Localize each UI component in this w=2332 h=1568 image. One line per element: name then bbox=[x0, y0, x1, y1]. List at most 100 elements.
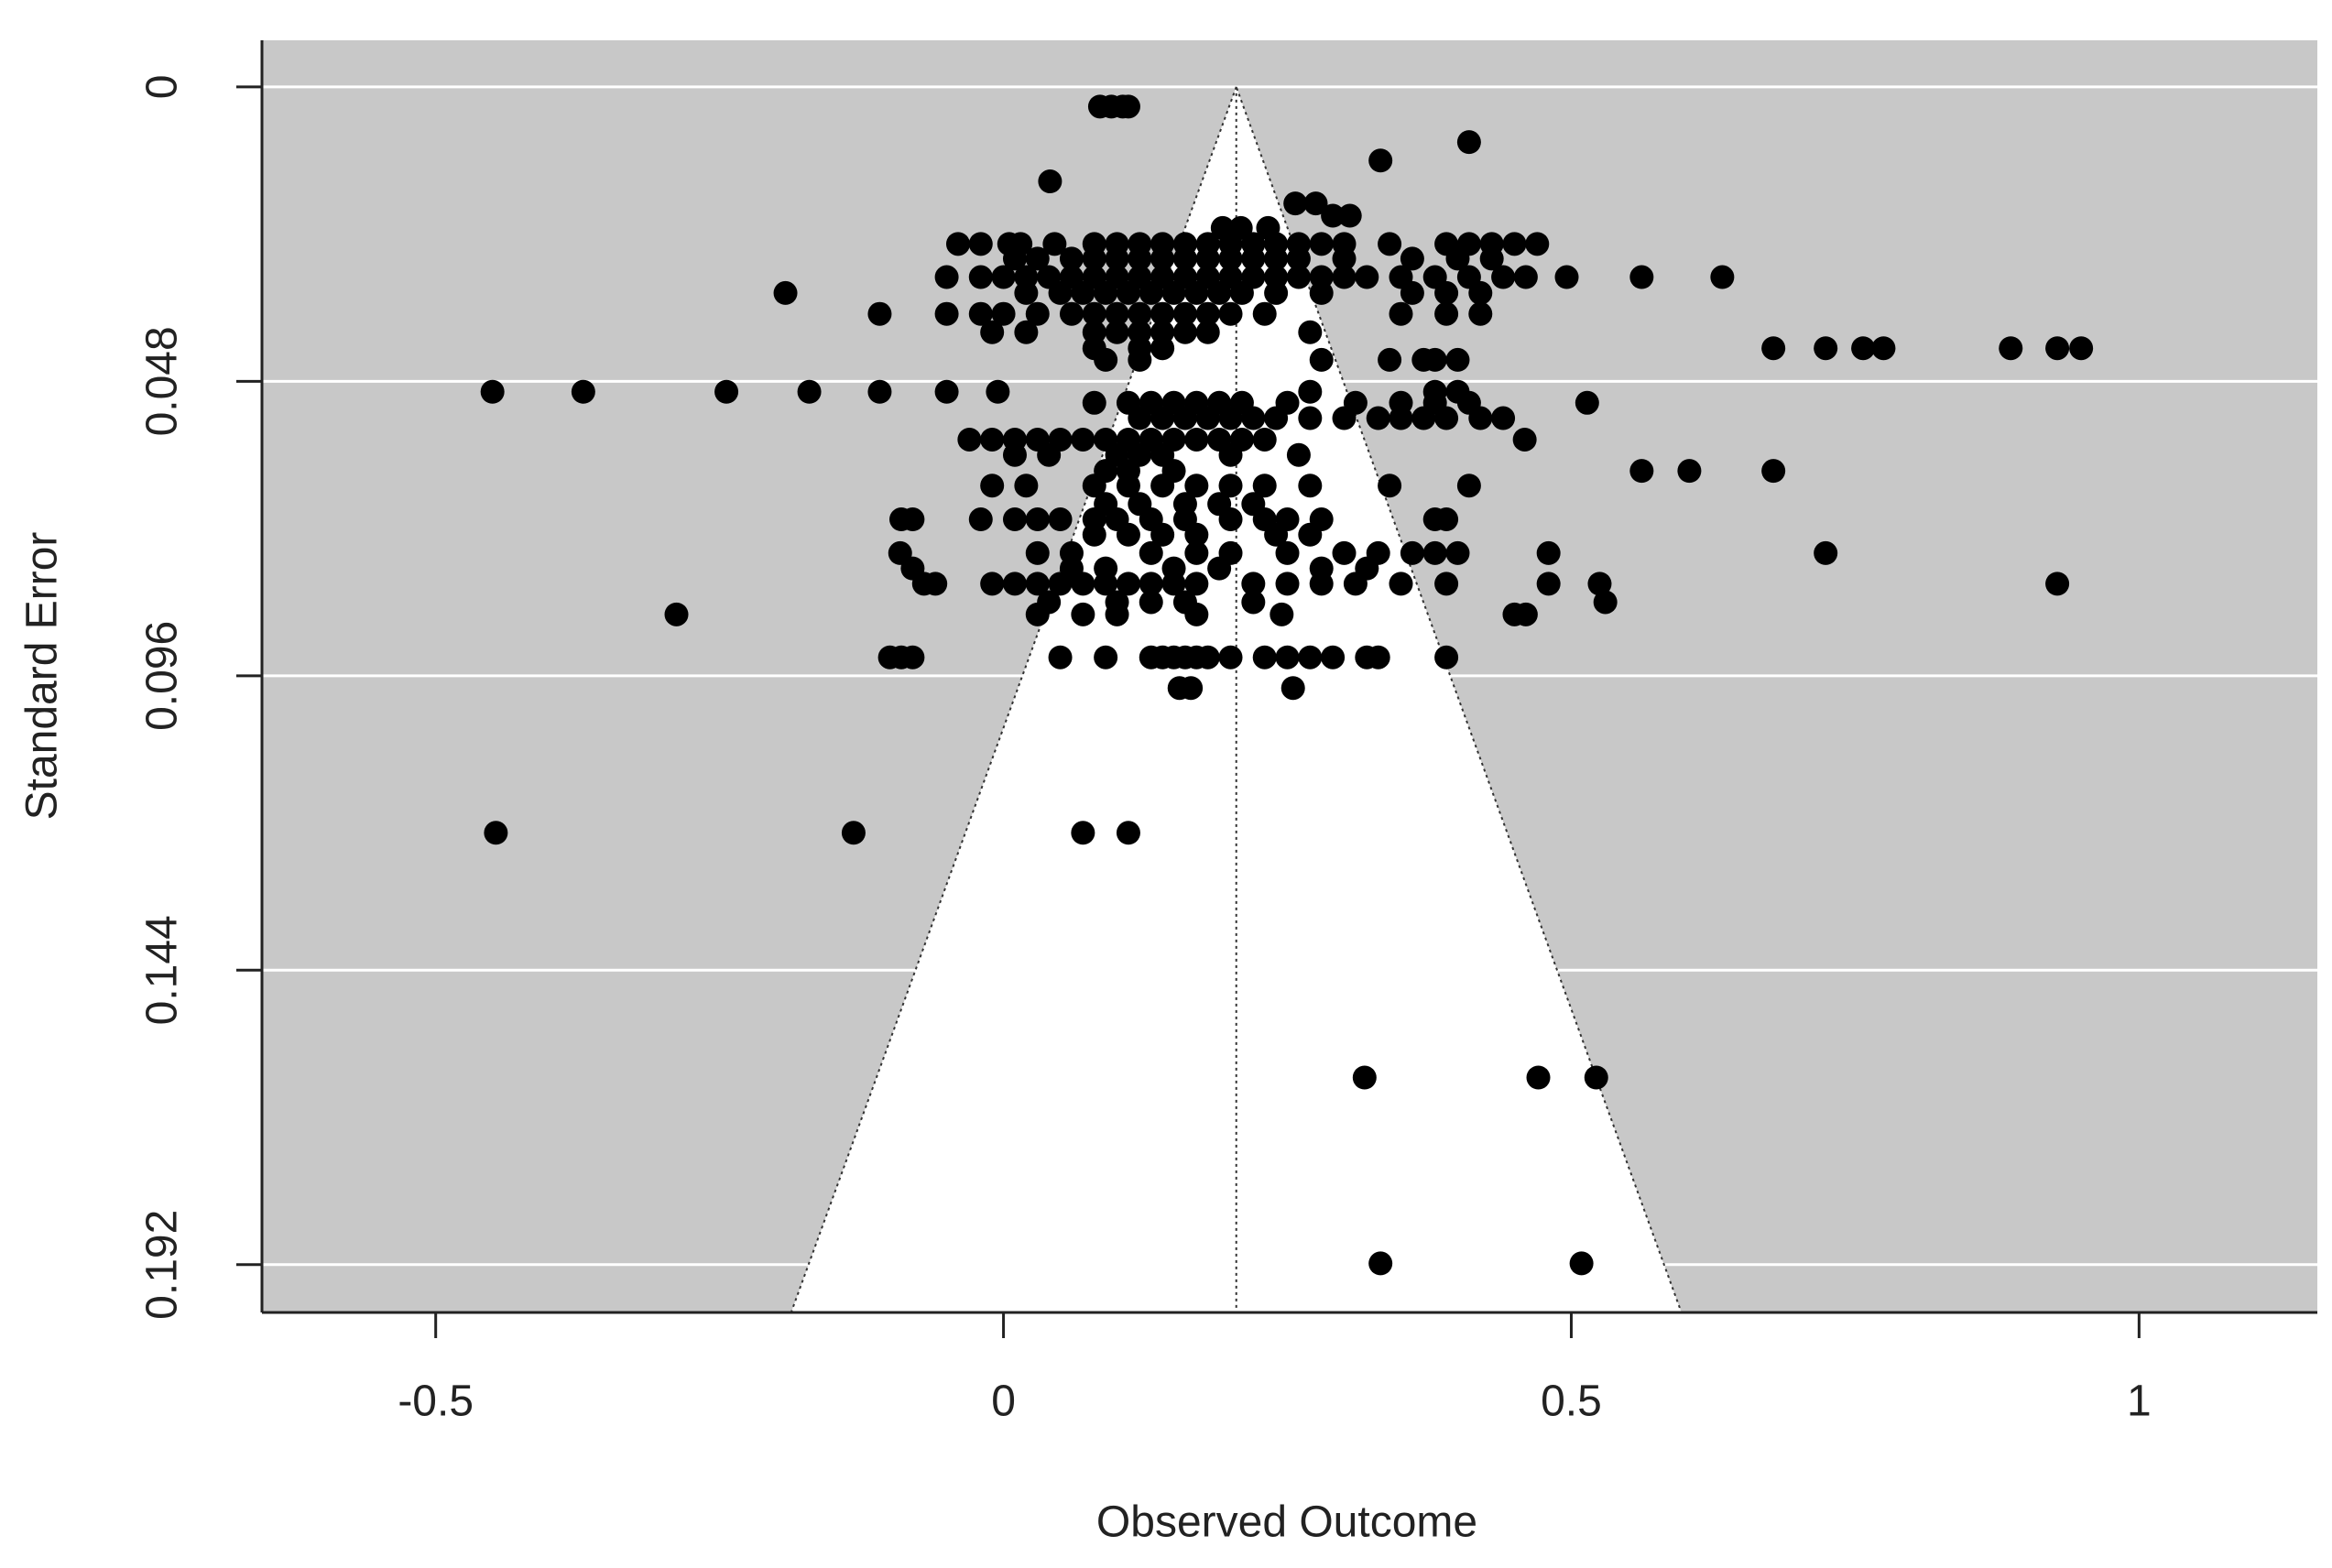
study-point bbox=[1252, 301, 1277, 326]
study-point bbox=[1042, 232, 1067, 256]
study-point bbox=[1195, 246, 1220, 271]
study-point bbox=[1172, 301, 1197, 326]
study-point bbox=[1025, 602, 1050, 626]
study-point bbox=[1218, 406, 1243, 430]
study-point bbox=[1150, 246, 1175, 271]
study-point bbox=[1422, 540, 1447, 565]
study-point bbox=[1116, 280, 1140, 305]
study-point bbox=[1303, 191, 1328, 216]
study-point bbox=[1038, 169, 1062, 194]
study-point bbox=[1139, 540, 1163, 565]
study-point bbox=[1025, 507, 1050, 532]
study-point bbox=[1094, 280, 1118, 305]
study-point bbox=[1014, 474, 1039, 498]
study-point bbox=[968, 265, 993, 289]
study-point bbox=[1241, 246, 1266, 271]
study-point bbox=[1525, 232, 1550, 256]
study-point bbox=[1569, 1251, 1594, 1276]
study-point bbox=[1554, 265, 1579, 289]
study-point bbox=[1150, 336, 1175, 361]
study-point bbox=[1389, 301, 1413, 326]
study-point bbox=[1343, 572, 1368, 596]
study-point bbox=[1366, 645, 1390, 670]
study-point bbox=[1082, 301, 1106, 326]
study-point bbox=[1761, 459, 1786, 484]
study-point bbox=[1280, 676, 1305, 701]
study-point bbox=[1002, 507, 1027, 532]
study-point bbox=[1059, 301, 1084, 326]
study-point bbox=[1491, 406, 1516, 430]
study-point bbox=[1264, 406, 1289, 430]
study-point bbox=[1309, 280, 1334, 305]
study-point bbox=[1139, 572, 1163, 596]
study-point bbox=[1434, 507, 1459, 532]
study-point bbox=[1456, 474, 1481, 498]
study-point bbox=[1150, 406, 1175, 430]
study-point bbox=[1128, 347, 1152, 372]
study-point bbox=[1218, 474, 1243, 498]
study-point bbox=[968, 507, 993, 532]
study-point bbox=[1575, 390, 1599, 415]
study-point bbox=[1513, 602, 1538, 626]
study-point bbox=[1445, 540, 1470, 565]
study-point bbox=[1434, 301, 1459, 326]
study-point bbox=[1150, 474, 1175, 498]
study-point bbox=[1105, 602, 1129, 626]
study-point bbox=[1014, 320, 1039, 344]
study-point bbox=[1445, 246, 1470, 271]
study-point bbox=[986, 379, 1010, 404]
study-point bbox=[1587, 572, 1612, 596]
study-point bbox=[1434, 645, 1459, 670]
study-point bbox=[1128, 406, 1152, 430]
study-point bbox=[1195, 301, 1220, 326]
study-point bbox=[980, 427, 1005, 452]
study-point bbox=[1286, 442, 1311, 467]
study-point bbox=[934, 265, 959, 289]
study-point bbox=[1275, 572, 1300, 596]
study-point bbox=[1139, 280, 1163, 305]
study-point bbox=[1184, 427, 1209, 452]
study-point bbox=[1309, 347, 1334, 372]
study-point bbox=[1309, 572, 1334, 596]
study-point bbox=[841, 821, 866, 845]
funnel-region bbox=[790, 83, 1684, 1313]
study-point bbox=[980, 572, 1005, 596]
study-point bbox=[900, 507, 925, 532]
study-point bbox=[1071, 821, 1095, 845]
study-point bbox=[900, 645, 925, 670]
study-point bbox=[1116, 572, 1140, 596]
study-point bbox=[1025, 246, 1050, 271]
y-tick-label: 0.048 bbox=[138, 326, 187, 436]
study-point bbox=[1161, 572, 1186, 596]
study-point bbox=[1677, 459, 1702, 484]
study-point bbox=[1400, 280, 1424, 305]
study-point bbox=[1468, 301, 1493, 326]
study-point bbox=[1298, 522, 1323, 547]
study-point bbox=[1512, 427, 1537, 452]
study-point bbox=[1871, 336, 1896, 361]
study-point bbox=[1389, 406, 1413, 430]
study-point bbox=[991, 301, 1016, 326]
study-point bbox=[1252, 474, 1277, 498]
study-point bbox=[1309, 232, 1334, 256]
study-point bbox=[1218, 246, 1243, 271]
study-point bbox=[1479, 246, 1504, 271]
study-point bbox=[664, 602, 689, 626]
y-axis-title: Standard Error bbox=[18, 532, 67, 821]
study-point bbox=[934, 379, 959, 404]
study-point bbox=[1150, 522, 1175, 547]
study-point bbox=[968, 232, 993, 256]
study-point bbox=[1195, 406, 1220, 430]
study-point bbox=[1337, 203, 1362, 228]
study-point bbox=[1252, 427, 1277, 452]
study-point bbox=[2069, 336, 2094, 361]
study-point bbox=[1584, 1065, 1608, 1090]
study-point bbox=[1116, 474, 1140, 498]
study-point bbox=[1105, 246, 1129, 271]
study-point bbox=[797, 379, 822, 404]
study-point bbox=[1218, 645, 1243, 670]
study-point bbox=[1411, 406, 1436, 430]
study-point bbox=[1275, 540, 1300, 565]
study-point bbox=[1071, 602, 1095, 626]
